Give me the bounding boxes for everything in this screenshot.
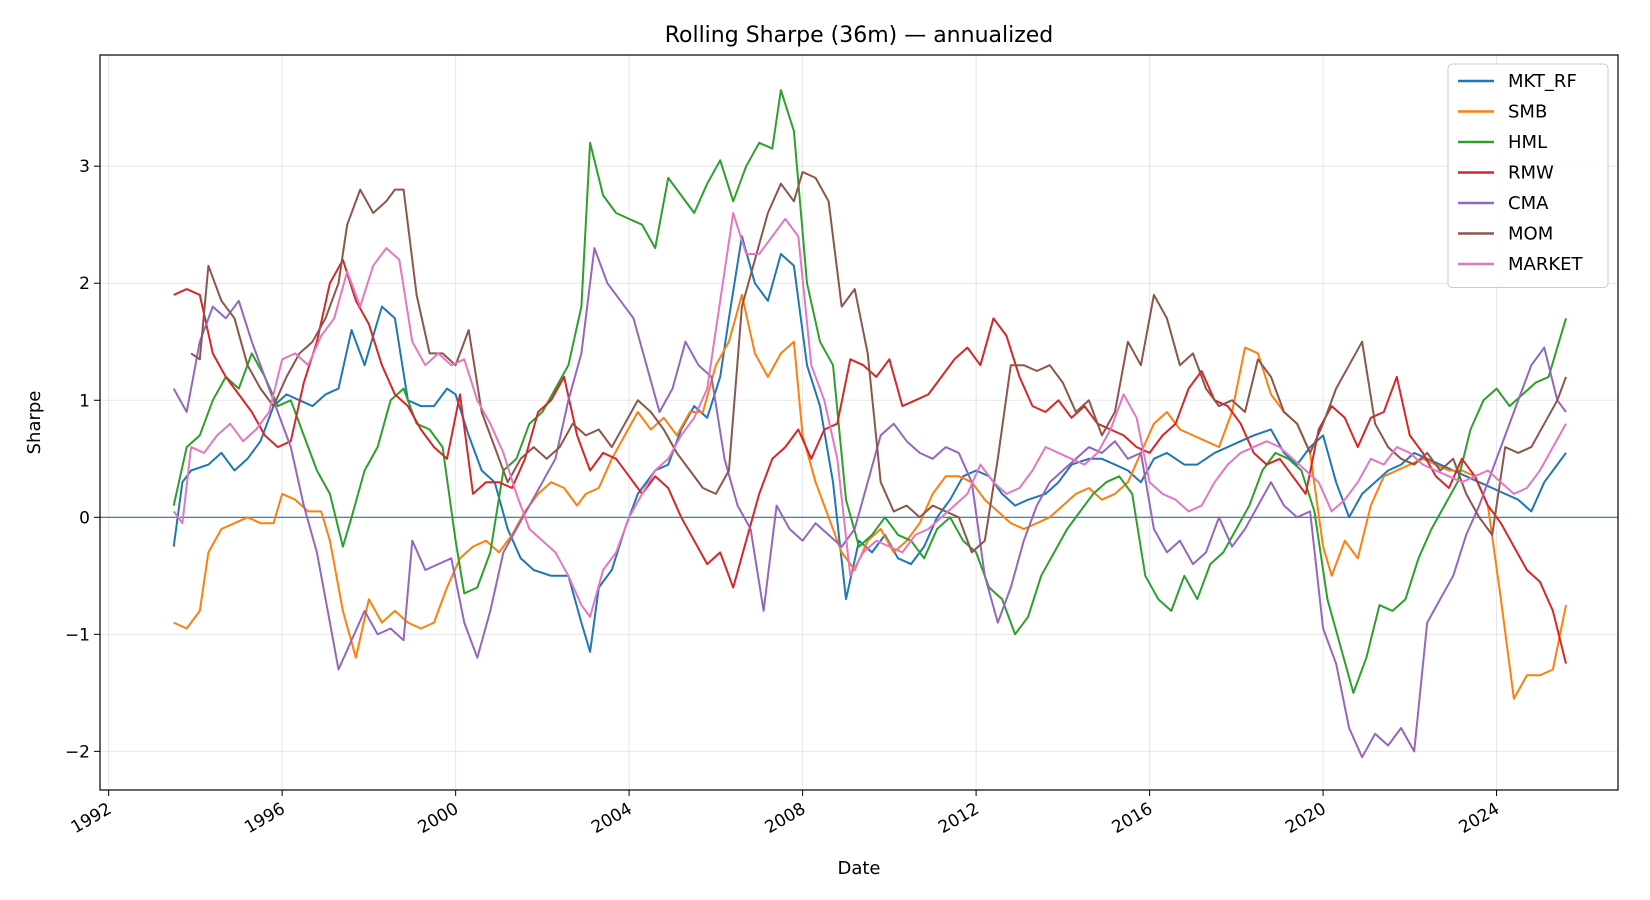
series-line-market [172, 212, 1567, 618]
y-axis-title: Sharpe [24, 391, 45, 455]
series-line-hml [172, 89, 1567, 694]
x-axis-title: Date [837, 858, 880, 879]
legend-label: SMB [1508, 102, 1547, 123]
y-tick-label: 0 [79, 508, 90, 528]
legend-label: RMW [1508, 163, 1554, 184]
legend-entry: MKT_RF [1458, 71, 1577, 92]
y-tick-label: −1 [65, 625, 90, 645]
legend-label: HML [1508, 132, 1547, 153]
series-lines [172, 89, 1567, 759]
legend-box [1447, 63, 1609, 288]
series-line-mom [190, 171, 1567, 554]
legend-label: MOM [1508, 224, 1553, 245]
y-tick-label: 2 [79, 274, 90, 294]
y-tick-label: 1 [79, 391, 90, 411]
legend-entry: HML [1458, 132, 1547, 153]
y-axis-ticks: −2 −1 0 1 2 3 [65, 157, 100, 762]
legend: MKT_RF SMB HML RMW CMA MOM MARKET [1447, 63, 1609, 288]
legend-label: MARKET [1508, 254, 1584, 275]
chart-title: Rolling Sharpe (36m) — annualized [665, 23, 1054, 48]
y-tick-label: −2 [65, 742, 90, 762]
legend-entry: SMB [1458, 102, 1547, 123]
legend-entry: MARKET [1458, 254, 1584, 275]
plot-area-frame [99, 54, 1619, 791]
series-line-cma [172, 247, 1567, 759]
legend-entry: RMW [1458, 163, 1554, 184]
legend-entry: CMA [1458, 193, 1549, 214]
legend-entry: MOM [1458, 224, 1553, 245]
legend-label: MKT_RF [1508, 71, 1577, 92]
y-tick-label: 3 [79, 157, 90, 177]
legend-label: CMA [1508, 193, 1549, 214]
